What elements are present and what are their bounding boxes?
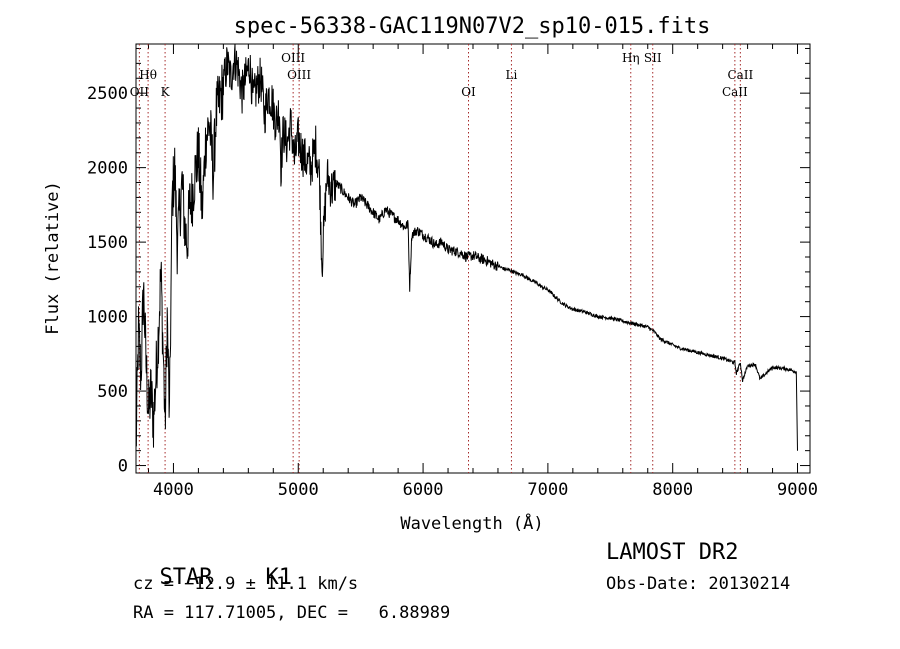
subclass-label: K1 [265,565,292,590]
spectral-line-label: SII [644,51,662,65]
class-label: STAR [159,565,213,590]
spectral-line-label: Li [506,68,518,82]
spectral-line-label: OII [130,85,150,99]
y-tick-label: 500 [97,382,128,402]
x-tick-label: 7000 [527,480,568,500]
spectral-line-label: K [161,85,171,99]
coordinates-readout: RA = 117.71005, DEC = 6.88989 [133,603,451,623]
spectral-line-label: CaII [722,85,748,99]
chart-title: spec-56338-GAC119N07V2_sp10-015.fits [234,14,711,39]
y-axis-label: Flux (relative) [43,181,63,335]
y-tick-label: 1500 [87,233,128,253]
y-tick-label: 2500 [87,84,128,104]
x-tick-label: 8000 [652,480,693,500]
spectrum-line [135,43,798,451]
spectral-line-label: OIII [287,68,311,82]
x-tick-label: 5000 [278,480,319,500]
x-tick-label: 4000 [153,480,194,500]
object-class: STAR K1 [133,540,292,590]
spectral-line-label: CaII [727,68,753,82]
y-tick-label: 2000 [87,159,128,179]
survey-label: LAMOST DR2 [606,540,739,565]
x-axis-label: Wavelength (Å) [400,512,543,534]
y-tick-label: 1000 [87,308,128,328]
spectral-line-label: Hθ [139,68,157,82]
redshift-readout: cz = −12.9 ± 11.1 km/s [133,574,359,594]
x-tick-label: 6000 [403,480,444,500]
x-tick-label: 9000 [777,480,818,500]
spectral-line-label: OIII [281,51,305,65]
spectral-line-label: Hη [622,51,640,65]
spectral-line-label: OI [461,85,476,99]
y-tick-label: 0 [118,457,128,477]
obs-date: Obs-Date: 20130214 [606,574,791,594]
